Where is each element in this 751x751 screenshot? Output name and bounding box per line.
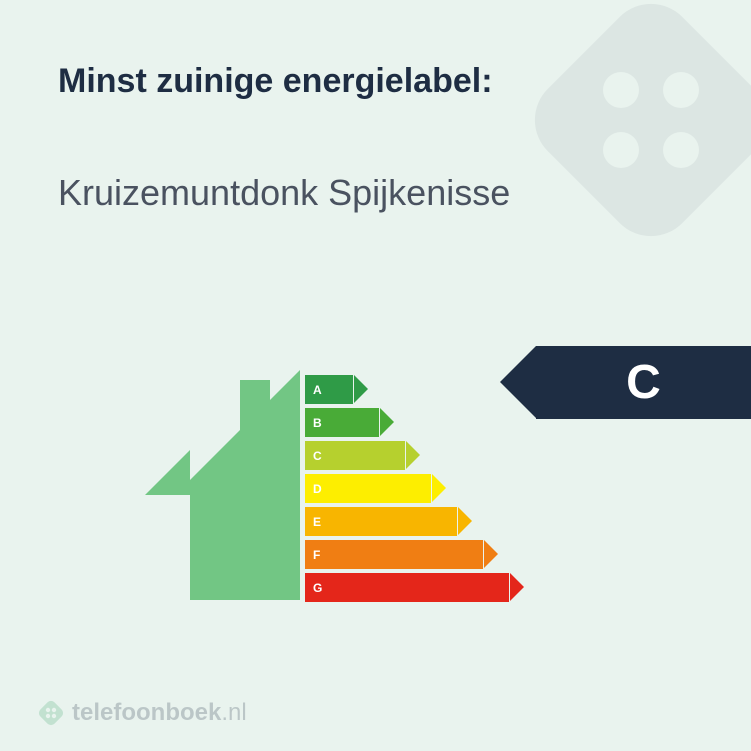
bar-row-c: C [305,441,509,470]
bar-e: E [305,507,457,536]
footer-text: telefoonboek.nl [72,699,247,727]
bar-row-a: A [305,375,509,404]
bar-row-e: E [305,507,509,536]
bar-row-g: G [305,573,509,602]
bar-b: B [305,408,379,437]
footer-brand-text: telefoonboek [72,699,221,726]
house-icon [145,370,300,600]
bar-label: B [313,416,322,430]
bar-a: A [305,375,353,404]
bar-row-b: B [305,408,509,437]
bar-g: G [305,573,509,602]
location-name: Kruizemuntdonk Spijkenisse [58,172,510,214]
page-title: Minst zuinige energielabel: [58,62,493,101]
bar-f: F [305,540,483,569]
rating-badge: C [536,346,751,419]
bar-row-d: D [305,474,509,503]
bars-container: A B C D E F G [305,375,509,606]
bar-d: D [305,474,431,503]
rating-letter: C [626,355,661,410]
bar-label: C [313,449,322,463]
house-path [145,370,300,600]
bar-row-f: F [305,540,509,569]
footer-brand: telefoonboek.nl [38,699,247,727]
bar-label: G [313,581,322,595]
bar-label: F [313,548,320,562]
footer-suffix: .nl [221,699,246,726]
bar-label: E [313,515,321,529]
phonebook-icon [38,700,64,726]
watermark-icon [491,0,751,280]
bar-c: C [305,441,405,470]
bar-label: A [313,383,322,397]
bar-label: D [313,482,322,496]
